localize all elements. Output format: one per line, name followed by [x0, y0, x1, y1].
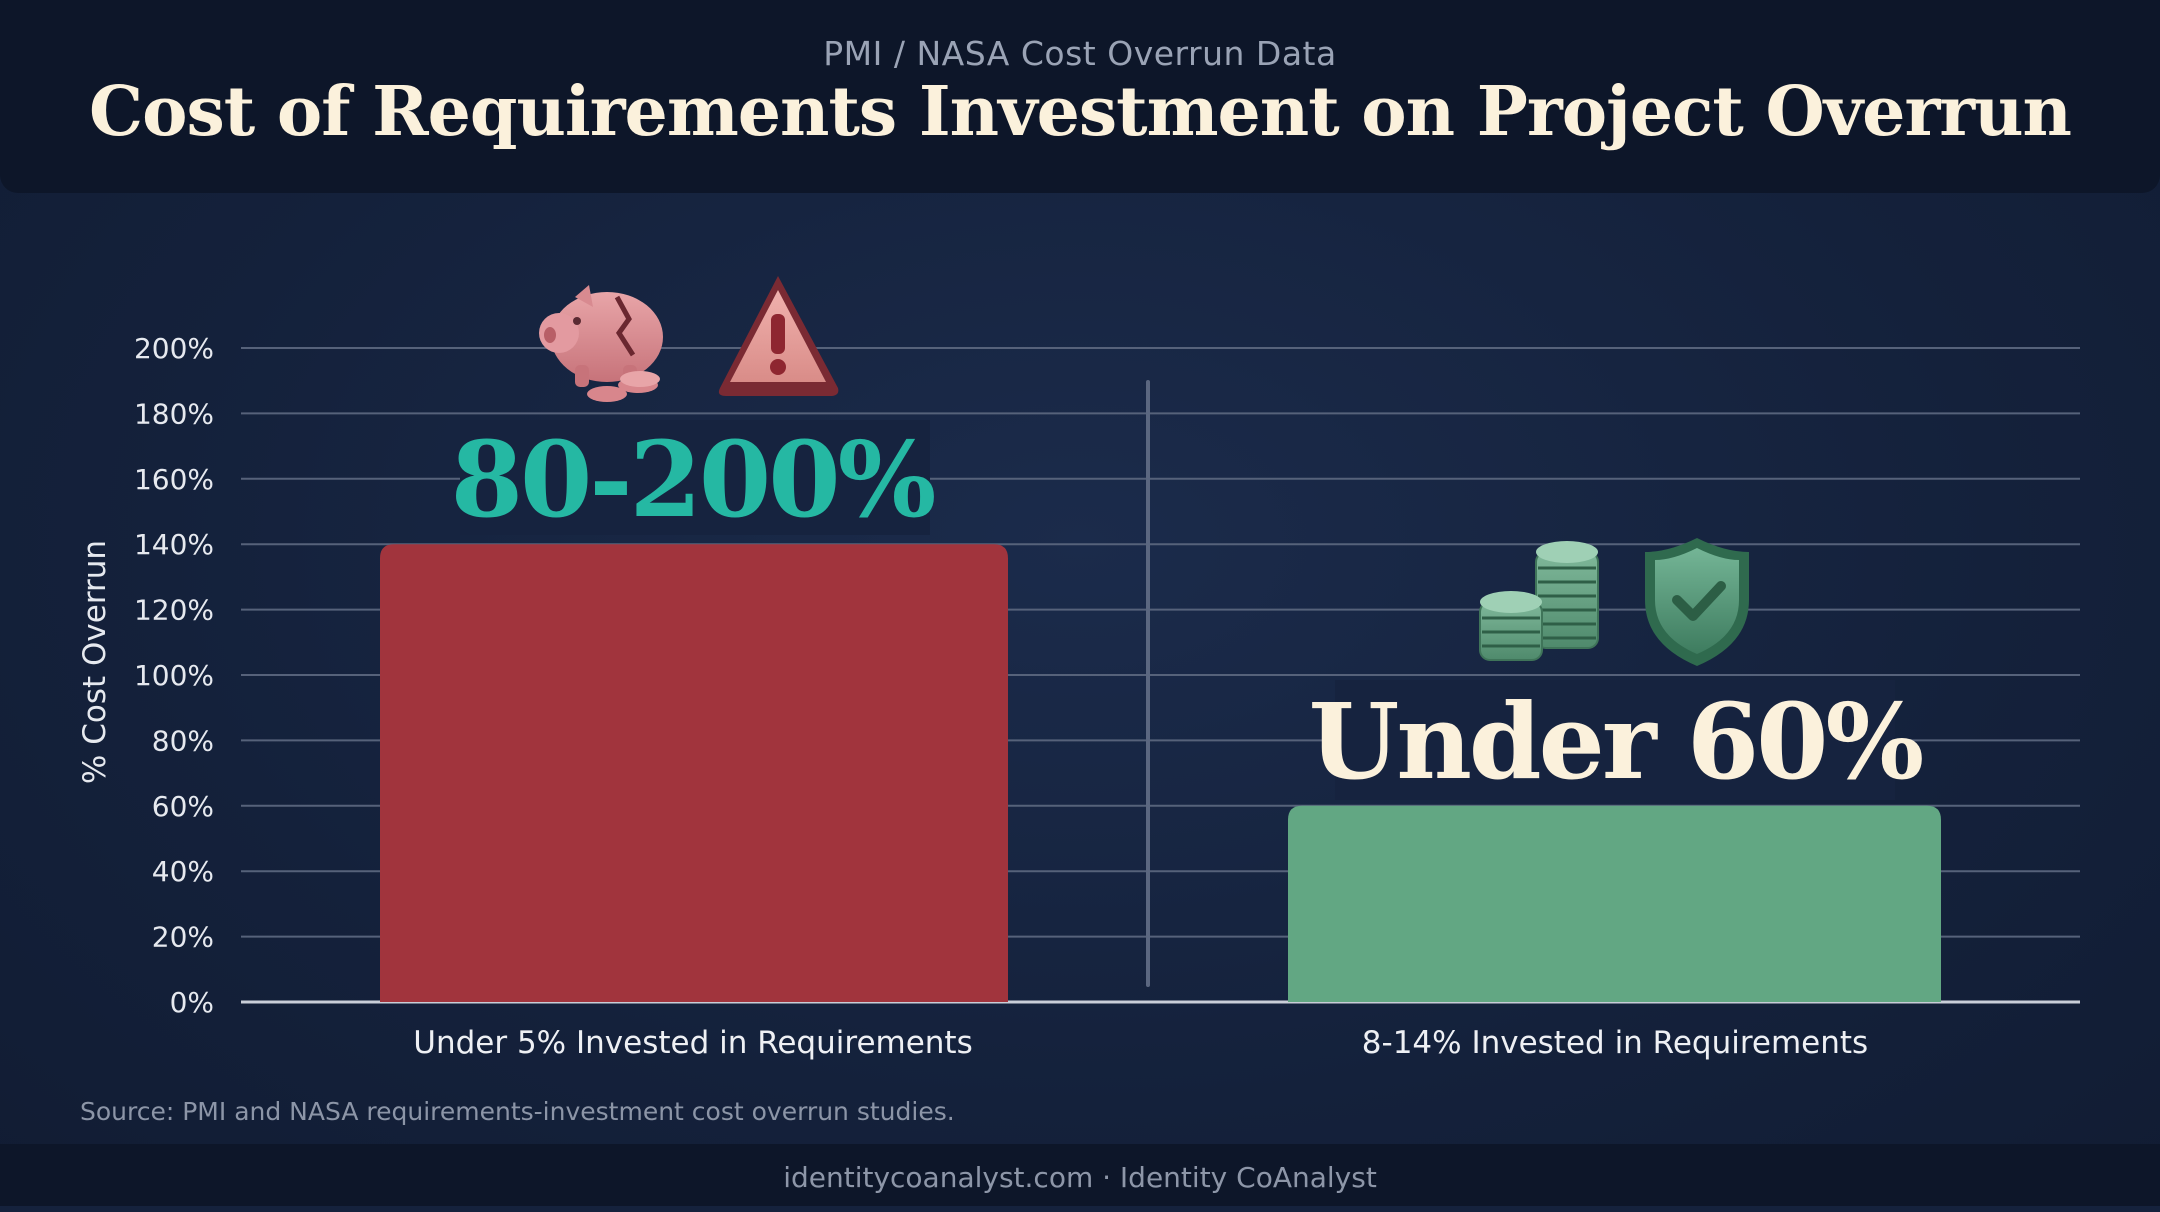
y-tick-label: 60% [152, 790, 214, 823]
bar-high-investment [1288, 805, 1941, 1002]
y-tick-labels: 0% 20% 40% 60% 80% 100% 120% 140% 160% 180% 200% [134, 332, 214, 1019]
coin-stacks-icon [1479, 541, 1599, 661]
chart-subtitle: PMI / NASA Cost Overrun Data [823, 34, 1337, 73]
x-tick-label-high-investment: 8-14% Invested in Requirements [1362, 1025, 1868, 1061]
shield-check-icon [1645, 538, 1749, 666]
y-tick-label: 120% [134, 594, 214, 627]
y-tick-label: 160% [134, 463, 214, 496]
warning-triangle-icon [718, 276, 839, 396]
y-tick-label: 40% [152, 855, 214, 888]
broken-piggy-bank-icon [539, 285, 663, 402]
bars [380, 544, 1941, 1002]
header-banner: PMI / NASA Cost Overrun Data Cost of Req… [0, 0, 2160, 193]
y-tick-label: 200% [134, 332, 214, 365]
callout-low-investment: 80-200% [451, 418, 935, 541]
chart-title: Cost of Requirements Investment on Proje… [89, 72, 2072, 152]
bar-low-investment [380, 544, 1008, 1002]
footer-credit: identitycoanalyst.com · Identity CoAnaly… [0, 1144, 2160, 1206]
source-note: Source: PMI and NASA requirements-invest… [80, 1097, 955, 1126]
x-tick-label-low-investment: Under 5% Invested in Requirements [413, 1025, 972, 1061]
callout-mask-right [1335, 680, 1895, 800]
callout-high-investment: Under 60% [1309, 680, 1923, 803]
y-tick-label: 180% [134, 397, 214, 430]
y-tick-label: 80% [152, 724, 214, 757]
callout-mask-left [460, 420, 930, 535]
y-tick-label: 20% [152, 921, 214, 954]
y-axis-title: % Cost Overrun [77, 540, 113, 784]
y-tick-label: 100% [134, 659, 214, 692]
y-tick-label: 140% [134, 528, 214, 561]
y-tick-label: 0% [170, 986, 214, 1019]
